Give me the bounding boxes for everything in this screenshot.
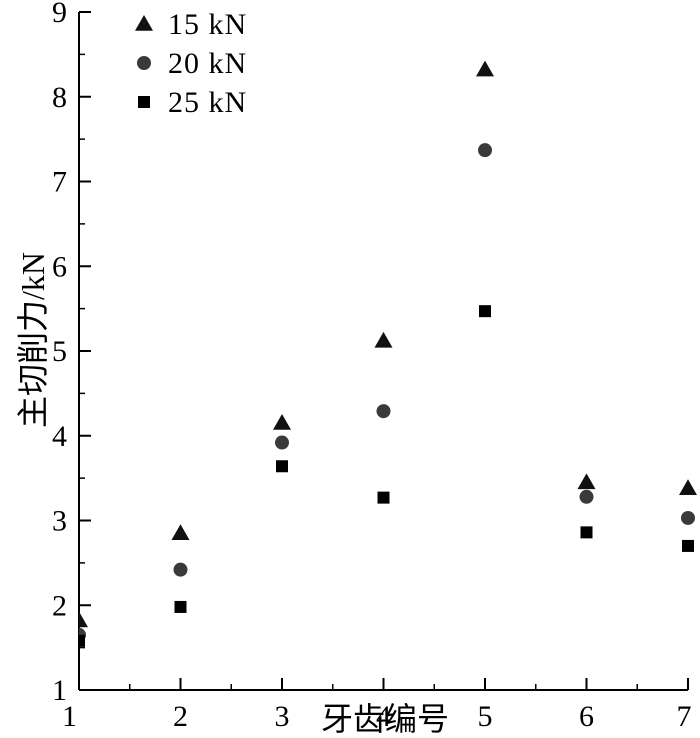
point-circle-4 (376, 404, 391, 419)
y-axis-title: 主切削力/kN (15, 252, 51, 428)
point-circle-5 (478, 143, 492, 158)
point-square-4 (377, 491, 390, 504)
point-circle-3 (275, 435, 289, 450)
y-tick-label: 9 (52, 0, 67, 29)
point-triangle-3 (273, 414, 291, 430)
y-tick-label: 7 (52, 166, 67, 199)
legend-marker-circle (137, 56, 151, 70)
point-circle-2 (173, 562, 188, 577)
legend-label: 15 kN (168, 8, 247, 41)
x-tick-label: 7 (677, 700, 692, 733)
y-tick-label: 5 (52, 335, 67, 368)
point-triangle-7 (679, 479, 697, 496)
point-triangle-2 (171, 524, 190, 540)
point-circle-7 (681, 510, 695, 525)
x-tick-label: 6 (579, 700, 594, 733)
y-tick-label: 8 (52, 81, 67, 114)
legend: 15 kN 20 kN 25 kN (135, 8, 247, 119)
x-axis-title: 牙齿编号 (321, 701, 449, 737)
ticks: 1 2 3 4 5 6 7 8 9 1 2 3 4 5 6 7 (52, 0, 692, 733)
data-marks (79, 60, 697, 647)
legend-label: 20 kN (168, 47, 247, 80)
point-triangle-1 (79, 611, 88, 628)
point-square-5 (479, 305, 491, 318)
x-tick-label: 2 (173, 700, 188, 733)
x-tick-label: 5 (478, 700, 493, 733)
x-tick-label: 3 (275, 700, 290, 733)
point-circle-6 (579, 489, 594, 504)
y-tick-label: 2 (52, 589, 67, 622)
point-triangle-5 (476, 60, 494, 77)
point-square-2 (174, 600, 187, 613)
legend-label: 25 kN (168, 86, 247, 119)
y-tick-label: 1 (52, 674, 67, 707)
series-group (79, 60, 697, 647)
legend-marker-triangle (135, 15, 153, 31)
y-tick-label: 3 (52, 505, 67, 538)
point-triangle-6 (577, 473, 596, 490)
point-square-7 (682, 539, 694, 552)
point-square-6 (580, 526, 593, 539)
y-tick-label: 4 (52, 420, 67, 453)
y-tick-label: 6 (52, 250, 67, 283)
x-tick-label: 1 (62, 700, 77, 733)
point-square-3 (276, 460, 288, 473)
x-tick-label: 4 (376, 700, 391, 733)
point-triangle-4 (374, 331, 393, 348)
point-square-1 (79, 634, 85, 647)
legend-marker-square (138, 96, 150, 108)
